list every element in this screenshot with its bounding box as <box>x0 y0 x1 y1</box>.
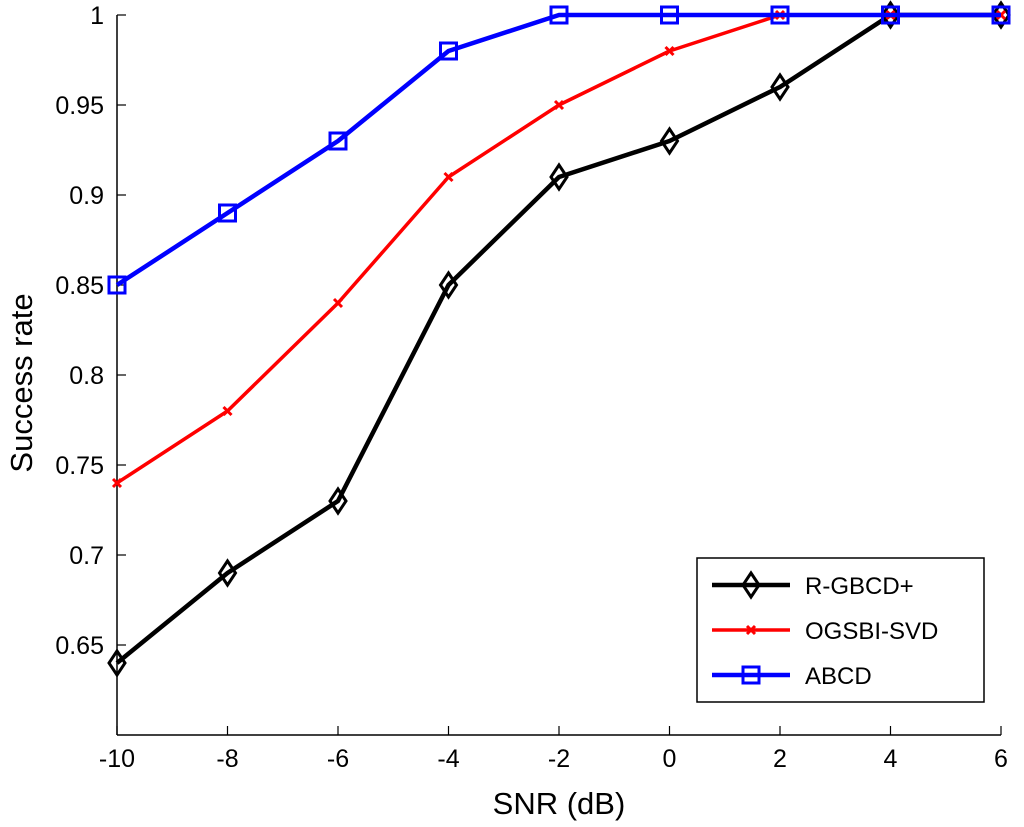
data-point-marker <box>217 558 238 588</box>
data-point-marker <box>439 41 458 61</box>
x-axis-title: SNR (dB) <box>493 786 626 821</box>
data-point-marker <box>770 72 790 102</box>
data-point-marker <box>991 0 1011 30</box>
data-point-marker <box>991 5 1011 25</box>
marker-stroke <box>332 297 344 309</box>
series-r-gbcd- <box>107 0 1011 678</box>
data-point-marker <box>664 45 675 57</box>
data-point-marker <box>443 171 454 183</box>
x-tick-label: 6 <box>994 745 1008 773</box>
x-tick-label: 4 <box>884 745 898 773</box>
y-tick-label: 0.85 <box>55 272 104 300</box>
data-point-marker <box>741 570 761 600</box>
ticks: -10 -8 -6 -4 -2 0 2 4 6 0.65 0.7 0.75 0.8 0.85 0.9 0.95… <box>55 2 1008 773</box>
series <box>107 0 1011 678</box>
data-point-marker <box>328 131 348 151</box>
y-tick-label: 0.75 <box>55 452 104 480</box>
series-line <box>115 12 1001 287</box>
y-tick-label: 0.8 <box>69 362 104 390</box>
data-point-marker <box>741 665 761 685</box>
data-point-marker <box>553 99 565 111</box>
series-abcd <box>107 5 1011 295</box>
series-ogsbi-svd <box>111 9 1007 489</box>
data-point-marker <box>332 297 344 309</box>
y-tick-label: 0.65 <box>55 632 104 660</box>
data-point-marker <box>328 486 348 516</box>
x-tick-label: -4 <box>437 745 459 773</box>
data-point-marker <box>549 5 569 25</box>
marker-stroke <box>553 99 565 111</box>
data-point-marker <box>107 275 127 295</box>
data-point-marker <box>111 477 123 489</box>
y-tick-label: 0.95 <box>55 92 104 120</box>
data-point-marker <box>881 5 900 25</box>
data-point-marker <box>880 0 901 30</box>
x-tick-label: -10 <box>99 745 135 773</box>
legend-item: R-GBCD+ <box>712 570 914 600</box>
data-point-marker <box>549 162 569 192</box>
series-line <box>116 13 1001 485</box>
y-tick-label: 0.9 <box>69 182 104 210</box>
data-point-marker <box>222 405 233 417</box>
marker-stroke <box>222 405 233 417</box>
x-tick-label: 0 <box>663 745 677 773</box>
legend-label: ABCD <box>805 663 872 690</box>
marker-stroke <box>664 45 675 57</box>
series-line <box>115 12 1001 665</box>
marker-stroke <box>443 171 454 183</box>
x-tick-label: 2 <box>773 745 787 773</box>
y-axis-title: Success rate <box>4 293 39 472</box>
data-point-marker <box>107 648 127 678</box>
x-tick-label: -2 <box>548 745 570 773</box>
x-tick-label: -8 <box>216 745 238 773</box>
x-tick-label: -6 <box>327 745 349 773</box>
data-point-marker <box>745 624 757 636</box>
legend-item: ABCD <box>712 663 872 690</box>
legend-label: OGSBI-SVD <box>805 618 938 645</box>
marker-stroke <box>111 477 123 489</box>
marker-stroke <box>745 624 757 636</box>
legend-label: R-GBCD+ <box>805 573 914 600</box>
data-point-marker <box>660 5 679 25</box>
legend: R-GBCD+ OGSBI-SVD ABCD <box>696 557 985 703</box>
data-point-marker <box>218 203 237 223</box>
y-tick-label: 0.7 <box>69 542 104 570</box>
data-point-marker <box>659 126 680 156</box>
data-point-marker <box>438 270 459 300</box>
legend-item: OGSBI-SVD <box>712 618 938 645</box>
data-point-marker <box>770 5 790 25</box>
y-tick-label: 1 <box>90 2 104 30</box>
